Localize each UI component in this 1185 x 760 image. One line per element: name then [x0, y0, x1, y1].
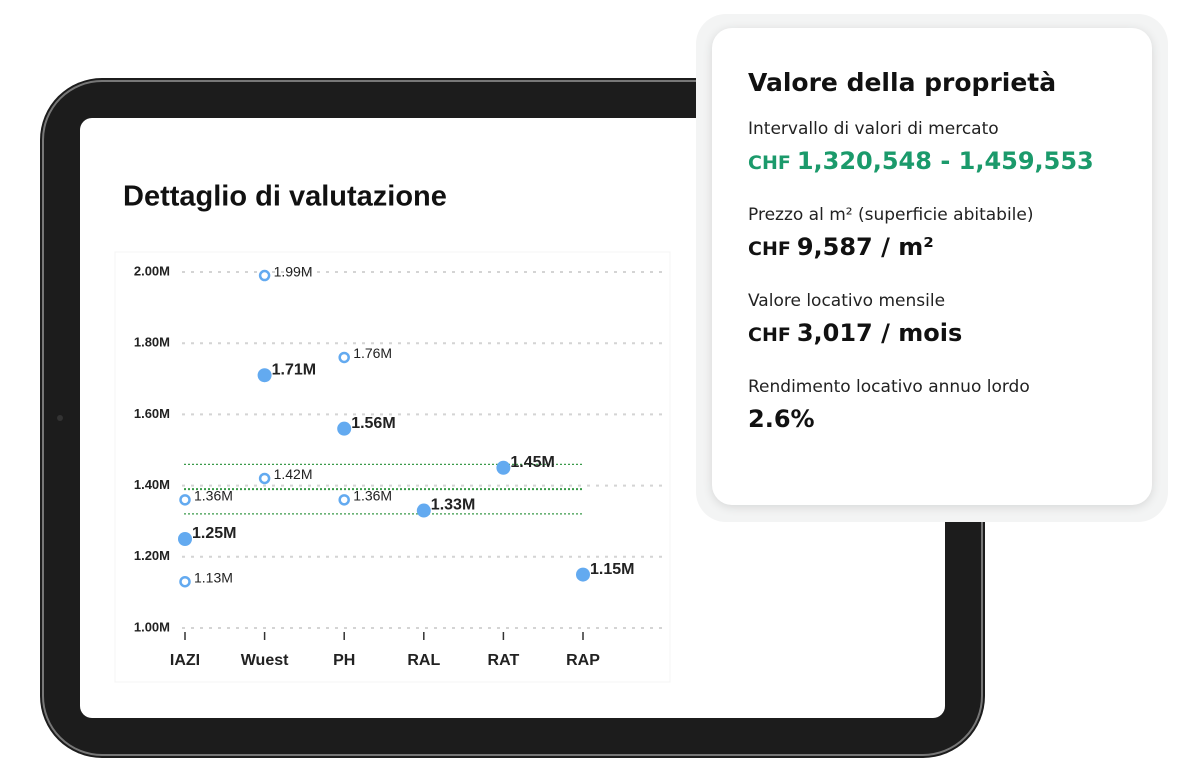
y-tick-label: 1.20M	[134, 548, 170, 563]
item-amount: 9,587 / m²	[796, 233, 934, 261]
x-tick-label: Wuest	[241, 652, 289, 669]
item-value: CHF 9,587 / m²	[748, 233, 1116, 261]
y-tick-label: 1.40M	[134, 477, 170, 492]
point	[337, 421, 352, 436]
card-title: Valore della proprietà	[748, 68, 1057, 97]
y-tick-label: 2.00M	[134, 263, 170, 278]
value-label: 1.45M	[510, 454, 554, 471]
value-label: 1.25M	[192, 525, 236, 542]
item-value: 2.6%	[748, 405, 1116, 433]
chart-title: Dettaglio di valutazione	[123, 181, 447, 213]
value-label: 1.15M	[590, 561, 634, 578]
item-label: Intervallo di valori di mercato	[748, 119, 999, 139]
point-hollow	[179, 494, 191, 506]
value-label: 1.99M	[274, 263, 313, 279]
y-tick-label: 1.00M	[134, 619, 170, 634]
y-tick-label: 1.60M	[134, 406, 170, 421]
point	[178, 532, 192, 546]
item-amount: 3,017 / mois	[796, 319, 963, 347]
point	[496, 460, 511, 475]
card-items: Intervallo di valori di mercato CHF 1,320,…	[748, 119, 1116, 433]
value-label: 1.33M	[431, 497, 475, 514]
value-label: 1.71M	[272, 361, 316, 378]
chart-panel	[114, 251, 671, 683]
plot: 1.00M 1.20M 1.40M 1.60M 1.80M 2.00M IAZI Wuest P…	[134, 263, 662, 669]
point-hollow	[338, 351, 350, 364]
item-value: CHF 1,320,548 - 1,459,553	[748, 147, 1116, 175]
value-label: 1.56M	[351, 415, 395, 432]
item-prefix: CHF	[748, 324, 791, 346]
value-label: 1.36M	[353, 488, 392, 504]
value-label: 1.76M	[353, 345, 392, 361]
point-hollow	[258, 269, 271, 282]
item-value: CHF 3,017 / mois	[748, 319, 1116, 347]
x-tick-label: RAP	[566, 652, 600, 669]
item-amount: 1,320,548 - 1,459,553	[796, 147, 1094, 175]
x-tick-label: RAL	[407, 652, 440, 669]
x-tick-label: RAT	[488, 652, 520, 669]
item-amount: 2.6%	[748, 405, 815, 433]
item-prefix: CHF	[748, 152, 791, 174]
point-hollow	[258, 472, 271, 485]
item-label: Rendimento locativo annuo lordo	[748, 377, 1030, 397]
y-tick-label: 1.80M	[134, 335, 170, 350]
value-label: 1.13M	[194, 569, 233, 585]
point	[257, 368, 272, 383]
point	[416, 503, 431, 518]
x-tick-label: IAZI	[170, 652, 200, 669]
point-hollow	[338, 494, 350, 506]
point	[576, 567, 590, 582]
item-label: Prezzo al m² (superficie abitabile)	[748, 205, 1034, 225]
value-label: 1.36M	[194, 488, 233, 504]
camera	[57, 415, 63, 421]
item-label: Valore locativo mensile	[748, 291, 946, 311]
x-tick-label: PH	[333, 652, 355, 669]
value-label: 1.42M	[274, 466, 313, 482]
value-card: Valore della proprietà Intervallo di val…	[712, 28, 1152, 505]
item-prefix: CHF	[748, 238, 791, 260]
point-hollow	[179, 575, 191, 588]
